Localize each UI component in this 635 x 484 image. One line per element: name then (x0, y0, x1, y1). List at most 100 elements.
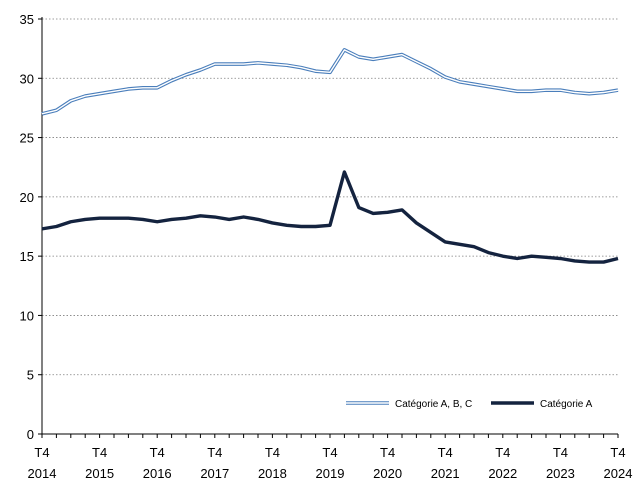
data-point (430, 68, 432, 70)
data-point (329, 224, 331, 226)
y-tick-label-15: 15 (20, 249, 34, 264)
data-point (588, 93, 590, 95)
x-tick-label-quarter-4: T4 (265, 445, 280, 460)
y-tick-label-5: 5 (27, 368, 34, 383)
data-point (300, 66, 302, 68)
data-point (113, 217, 115, 219)
data-point (516, 257, 518, 259)
series-group (41, 48, 619, 264)
y-tick-label-35: 35 (20, 12, 34, 27)
data-point (401, 53, 403, 55)
y-tick-label-20: 20 (20, 190, 34, 205)
y-tick-label-10: 10 (20, 308, 34, 323)
legend-item-1: Catégorie A (491, 399, 593, 410)
x-tick-label-year-1: 2015 (85, 466, 114, 481)
data-point (314, 225, 316, 227)
data-point (487, 251, 489, 253)
data-point (314, 70, 316, 72)
data-point (574, 260, 576, 262)
y-tick-label-0: 0 (27, 427, 34, 442)
data-point (343, 171, 345, 173)
data-point (386, 211, 388, 213)
data-point (329, 71, 331, 73)
data-point (458, 81, 460, 83)
x-tick-label-quarter-3: T4 (207, 445, 222, 460)
data-point (55, 225, 57, 227)
data-point (602, 91, 604, 93)
legend: Catégorie A, B, C Catégorie A (346, 399, 593, 410)
x-tick-label-year-9: 2023 (546, 466, 575, 481)
data-point (142, 87, 144, 89)
data-point (214, 63, 216, 65)
data-point (358, 56, 360, 58)
data-point (458, 243, 460, 245)
data-point (372, 58, 374, 60)
data-point (358, 206, 360, 208)
x-tick-label-year-10: 2024 (604, 466, 633, 481)
data-point (617, 257, 619, 259)
data-point (70, 100, 72, 102)
data-point (127, 217, 129, 219)
data-point (502, 255, 504, 257)
legend-label-0: Catégorie A, B, C (395, 399, 472, 410)
data-point (430, 231, 432, 233)
data-point (84, 95, 86, 97)
data-point (55, 109, 57, 111)
y-axis-ticks: 0 5 10 15 20 25 30 35 (20, 12, 42, 442)
data-point (286, 224, 288, 226)
data-point (156, 221, 158, 223)
data-point (574, 91, 576, 93)
data-point (487, 85, 489, 87)
series-categorie-a (41, 170, 619, 264)
x-axis-ticks: T4 2014 T4 2015 T4 2016 T4 2017 T4 2018 T4 2019 T4 20… (28, 434, 633, 481)
x-tick-label-quarter-9: T4 (553, 445, 568, 460)
series-categorie-abc (41, 48, 619, 116)
data-point (588, 261, 590, 263)
y-tick-label-25: 25 (20, 131, 34, 146)
x-tick-label-quarter-8: T4 (495, 445, 510, 460)
data-point (530, 90, 532, 92)
data-point (199, 215, 201, 217)
data-point (142, 218, 144, 220)
x-tick-label-year-2: 2016 (143, 466, 172, 481)
x-tick-label-quarter-1: T4 (92, 445, 107, 460)
data-point (41, 228, 43, 230)
x-tick-label-year-5: 2019 (316, 466, 345, 481)
x-tick-label-year-0: 2014 (28, 466, 57, 481)
data-point (228, 63, 230, 65)
data-point (386, 56, 388, 58)
data-point (257, 62, 259, 64)
data-point (559, 89, 561, 91)
data-point (545, 89, 547, 91)
data-point (257, 218, 259, 220)
x-tick-label-year-8: 2022 (488, 466, 517, 481)
data-point (415, 60, 417, 62)
data-point (113, 90, 115, 92)
data-point (545, 256, 547, 258)
x-tick-label-quarter-10: T4 (610, 445, 625, 460)
data-point (271, 63, 273, 65)
x-tick-label-quarter-5: T4 (322, 445, 337, 460)
data-point (242, 63, 244, 65)
data-point (84, 218, 86, 220)
data-point (228, 218, 230, 220)
y-tick-label-30: 30 (20, 71, 34, 86)
data-point (559, 257, 561, 259)
x-tick-label-year-3: 2017 (200, 466, 229, 481)
data-point (185, 217, 187, 219)
data-point (70, 221, 72, 223)
data-point (156, 87, 158, 89)
data-point (516, 90, 518, 92)
data-point (602, 261, 604, 263)
data-point (199, 69, 201, 71)
data-point (170, 218, 172, 220)
data-point (170, 79, 172, 81)
data-point (415, 222, 417, 224)
series-line (41, 170, 619, 264)
data-point (185, 74, 187, 76)
data-point (271, 222, 273, 224)
data-point (473, 245, 475, 247)
legend-item-0: Catégorie A, B, C (346, 399, 472, 410)
data-point (444, 241, 446, 243)
data-point (617, 89, 619, 91)
